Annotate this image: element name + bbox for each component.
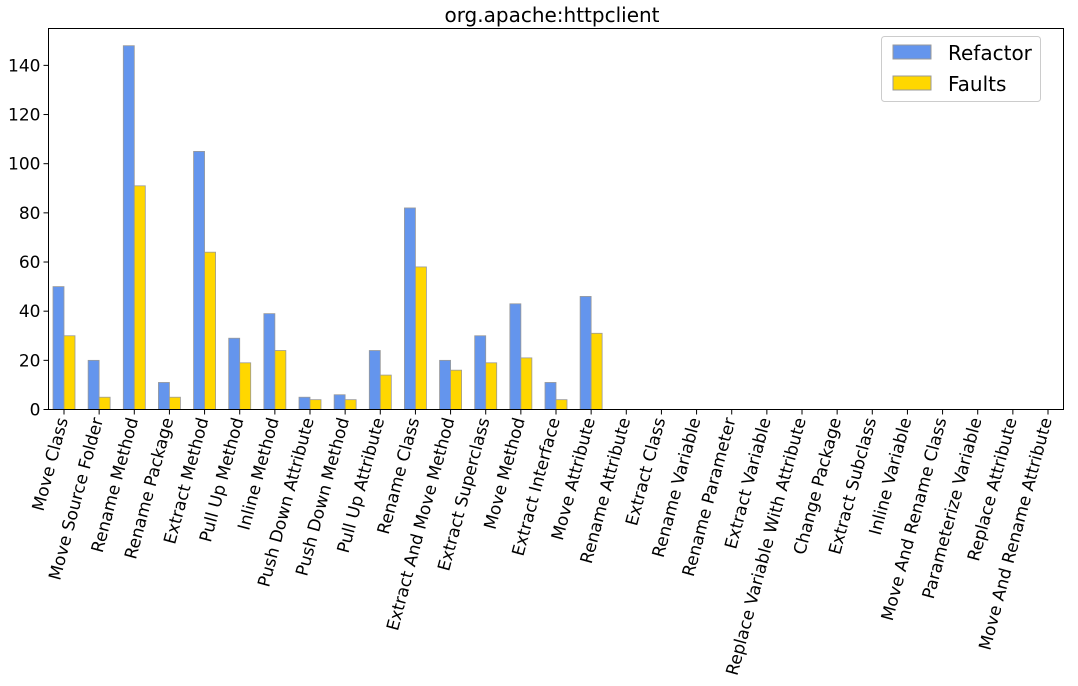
bar-refactor-11: [439, 359, 451, 410]
bar-refactor-14: [544, 382, 557, 410]
y-tick-label-7: 140: [8, 56, 40, 76]
legend-label-refactor: Refactor: [948, 41, 1033, 65]
bar-faults-3: [169, 396, 181, 410]
legend-label-faults: Faults: [948, 72, 1006, 96]
y-tick-label-0: 0: [30, 401, 41, 421]
y-tick-label-2: 40: [19, 302, 41, 322]
y-tick-label-5: 100: [8, 155, 40, 175]
bar-faults-12: [485, 362, 498, 410]
bar-faults-6: [274, 350, 287, 410]
bar-faults-8: [344, 399, 357, 410]
legend: Refactor Faults: [881, 36, 1041, 102]
bar-refactor-6: [263, 313, 276, 410]
bar-faults-14: [555, 399, 568, 410]
bar-refactor-12: [474, 335, 487, 410]
y-tick-label-6: 120: [8, 106, 40, 126]
bar-refactor-4: [193, 150, 205, 410]
bar-faults-0: [63, 335, 76, 410]
y-tick-label-3: 60: [19, 253, 41, 273]
bar-refactor-1: [87, 359, 100, 410]
legend-swatch-faults: [892, 75, 932, 91]
bar-refactor-13: [509, 303, 522, 410]
bar-refactor-10: [404, 207, 416, 410]
bar-refactor-0: [52, 286, 65, 410]
bar-refactor-5: [228, 337, 241, 410]
bar-refactor-9: [368, 350, 381, 410]
chart-title: org.apache:httpclient: [444, 3, 659, 27]
bar-faults-11: [450, 369, 462, 410]
y-tick-label-1: 20: [19, 351, 41, 371]
bar-faults-7: [309, 399, 322, 410]
bar-faults-15: [590, 332, 603, 410]
y-tick-label-4: 80: [19, 204, 41, 224]
bar-refactor-8: [333, 394, 346, 410]
legend-swatch-refactor: [892, 44, 932, 60]
bar-refactor-3: [158, 382, 170, 410]
bar-refactor-15: [579, 296, 592, 410]
bar-faults-10: [415, 266, 427, 410]
bar-faults-5: [239, 362, 252, 410]
bar-faults-4: [204, 251, 216, 410]
bar-faults-13: [520, 357, 533, 410]
bar-refactor-7: [298, 396, 311, 410]
bar-faults-9: [379, 374, 392, 410]
bar-faults-2: [133, 185, 146, 410]
bar-refactor-2: [122, 45, 135, 410]
bar-faults-1: [98, 396, 111, 410]
